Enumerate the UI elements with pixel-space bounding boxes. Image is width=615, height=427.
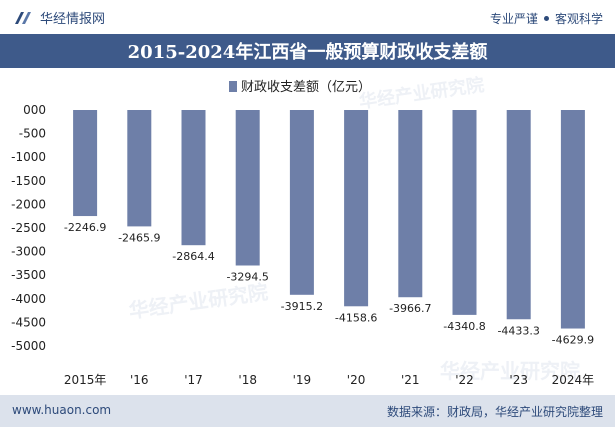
data-label: -2465.9 <box>118 231 160 244</box>
data-label: -3915.2 <box>281 300 323 313</box>
chart-title: 2015-2024年江西省一般预算财政收支差额 <box>127 42 488 63</box>
separator-dot-icon <box>543 16 549 21</box>
huajing-logo-icon <box>15 11 31 24</box>
bar <box>181 110 206 246</box>
data-labels: -2246.9 -2465.9 -2864.4 -3294.5 -3915.2 -4158… <box>64 221 594 346</box>
watermark-text: 华经产业研究院 <box>440 359 580 383</box>
bar <box>289 110 314 295</box>
y-tick-label: -1500 <box>11 174 46 188</box>
bar <box>506 110 531 320</box>
x-axis: 2015年 '16 '17 '18 '19 '20 '21 '22 '23 2024年 <box>64 373 594 387</box>
y-tick-label: -3500 <box>11 268 46 282</box>
x-tick-label: '20 <box>347 373 366 387</box>
x-tick-label: '23 <box>509 373 528 387</box>
x-tick-label: '21 <box>401 373 420 387</box>
title-bar: 2015-2024年江西省一般预算财政收支差额 <box>0 34 615 68</box>
bar <box>235 110 260 266</box>
data-label: -4340.8 <box>443 320 485 333</box>
chart-svg: 华经产业研究院 华经产业研究院 华经产业研究院 财政收支差额（亿元） 000 -5… <box>11 74 594 387</box>
watermark-text: 华经产业研究院 <box>358 74 486 113</box>
y-axis: 000 -500 -1000 -1500 -2000 -2500 -3000 -3500 -40… <box>11 103 46 353</box>
plot-area: 华经产业研究院 华经产业研究院 华经产业研究院 财政收支差额（亿元） 000 -5… <box>0 68 615 395</box>
y-tick-label: -500 <box>19 127 46 141</box>
data-label: -3294.5 <box>226 271 268 284</box>
bar <box>398 110 423 298</box>
x-tick-label: '17 <box>184 373 203 387</box>
watermark-text: 华经产业研究院 <box>127 280 269 323</box>
x-tick-label: '22 <box>455 373 474 387</box>
bar <box>452 110 477 315</box>
bar <box>127 110 152 227</box>
tagline: 专业严谨 客观科学 <box>490 10 603 27</box>
data-label: -3966.7 <box>389 302 431 315</box>
x-tick-label: 2024年 <box>552 373 595 387</box>
data-source: 数据来源：财政局，华经产业研究院整理 <box>386 405 603 419</box>
x-tick-label: '18 <box>238 373 257 387</box>
bar <box>73 110 98 217</box>
data-label: -4158.6 <box>335 311 377 324</box>
footer: www.huaon.com 数据来源：财政局，华经产业研究院整理 <box>0 395 615 427</box>
data-label: -4629.9 <box>552 334 594 347</box>
legend-swatch <box>229 81 237 92</box>
y-tick-label: -3000 <box>11 245 46 259</box>
y-tick-label: -2500 <box>11 221 46 235</box>
x-tick-label: 2015年 <box>64 373 107 387</box>
legend-label: 财政收支差额（亿元） <box>241 80 371 95</box>
tagline-left: 专业严谨 <box>489 12 538 26</box>
data-label: -4433.3 <box>497 324 539 337</box>
data-label: -2864.4 <box>172 250 214 263</box>
brand: 华经情报网 <box>12 8 105 27</box>
y-tick-label: 000 <box>23 103 46 117</box>
brand-name: 华经情报网 <box>40 12 106 27</box>
bar <box>344 110 369 307</box>
bar <box>560 110 585 329</box>
data-label: -2246.9 <box>64 221 106 234</box>
y-tick-label: -2000 <box>11 197 46 211</box>
y-tick-label: -5000 <box>11 339 46 353</box>
site-url[interactable]: www.huaon.com <box>12 403 112 417</box>
y-tick-label: -1000 <box>11 150 46 164</box>
tagline-right: 客观科学 <box>554 12 603 26</box>
y-tick-label: -4500 <box>11 315 46 329</box>
x-tick-label: '16 <box>130 373 149 387</box>
x-tick-label: '19 <box>293 373 312 387</box>
legend: 财政收支差额（亿元） <box>229 80 371 95</box>
top-bar: 华经情报网 专业严谨 客观科学 <box>0 0 615 34</box>
bars <box>73 110 585 329</box>
y-tick-label: -4000 <box>11 292 46 306</box>
